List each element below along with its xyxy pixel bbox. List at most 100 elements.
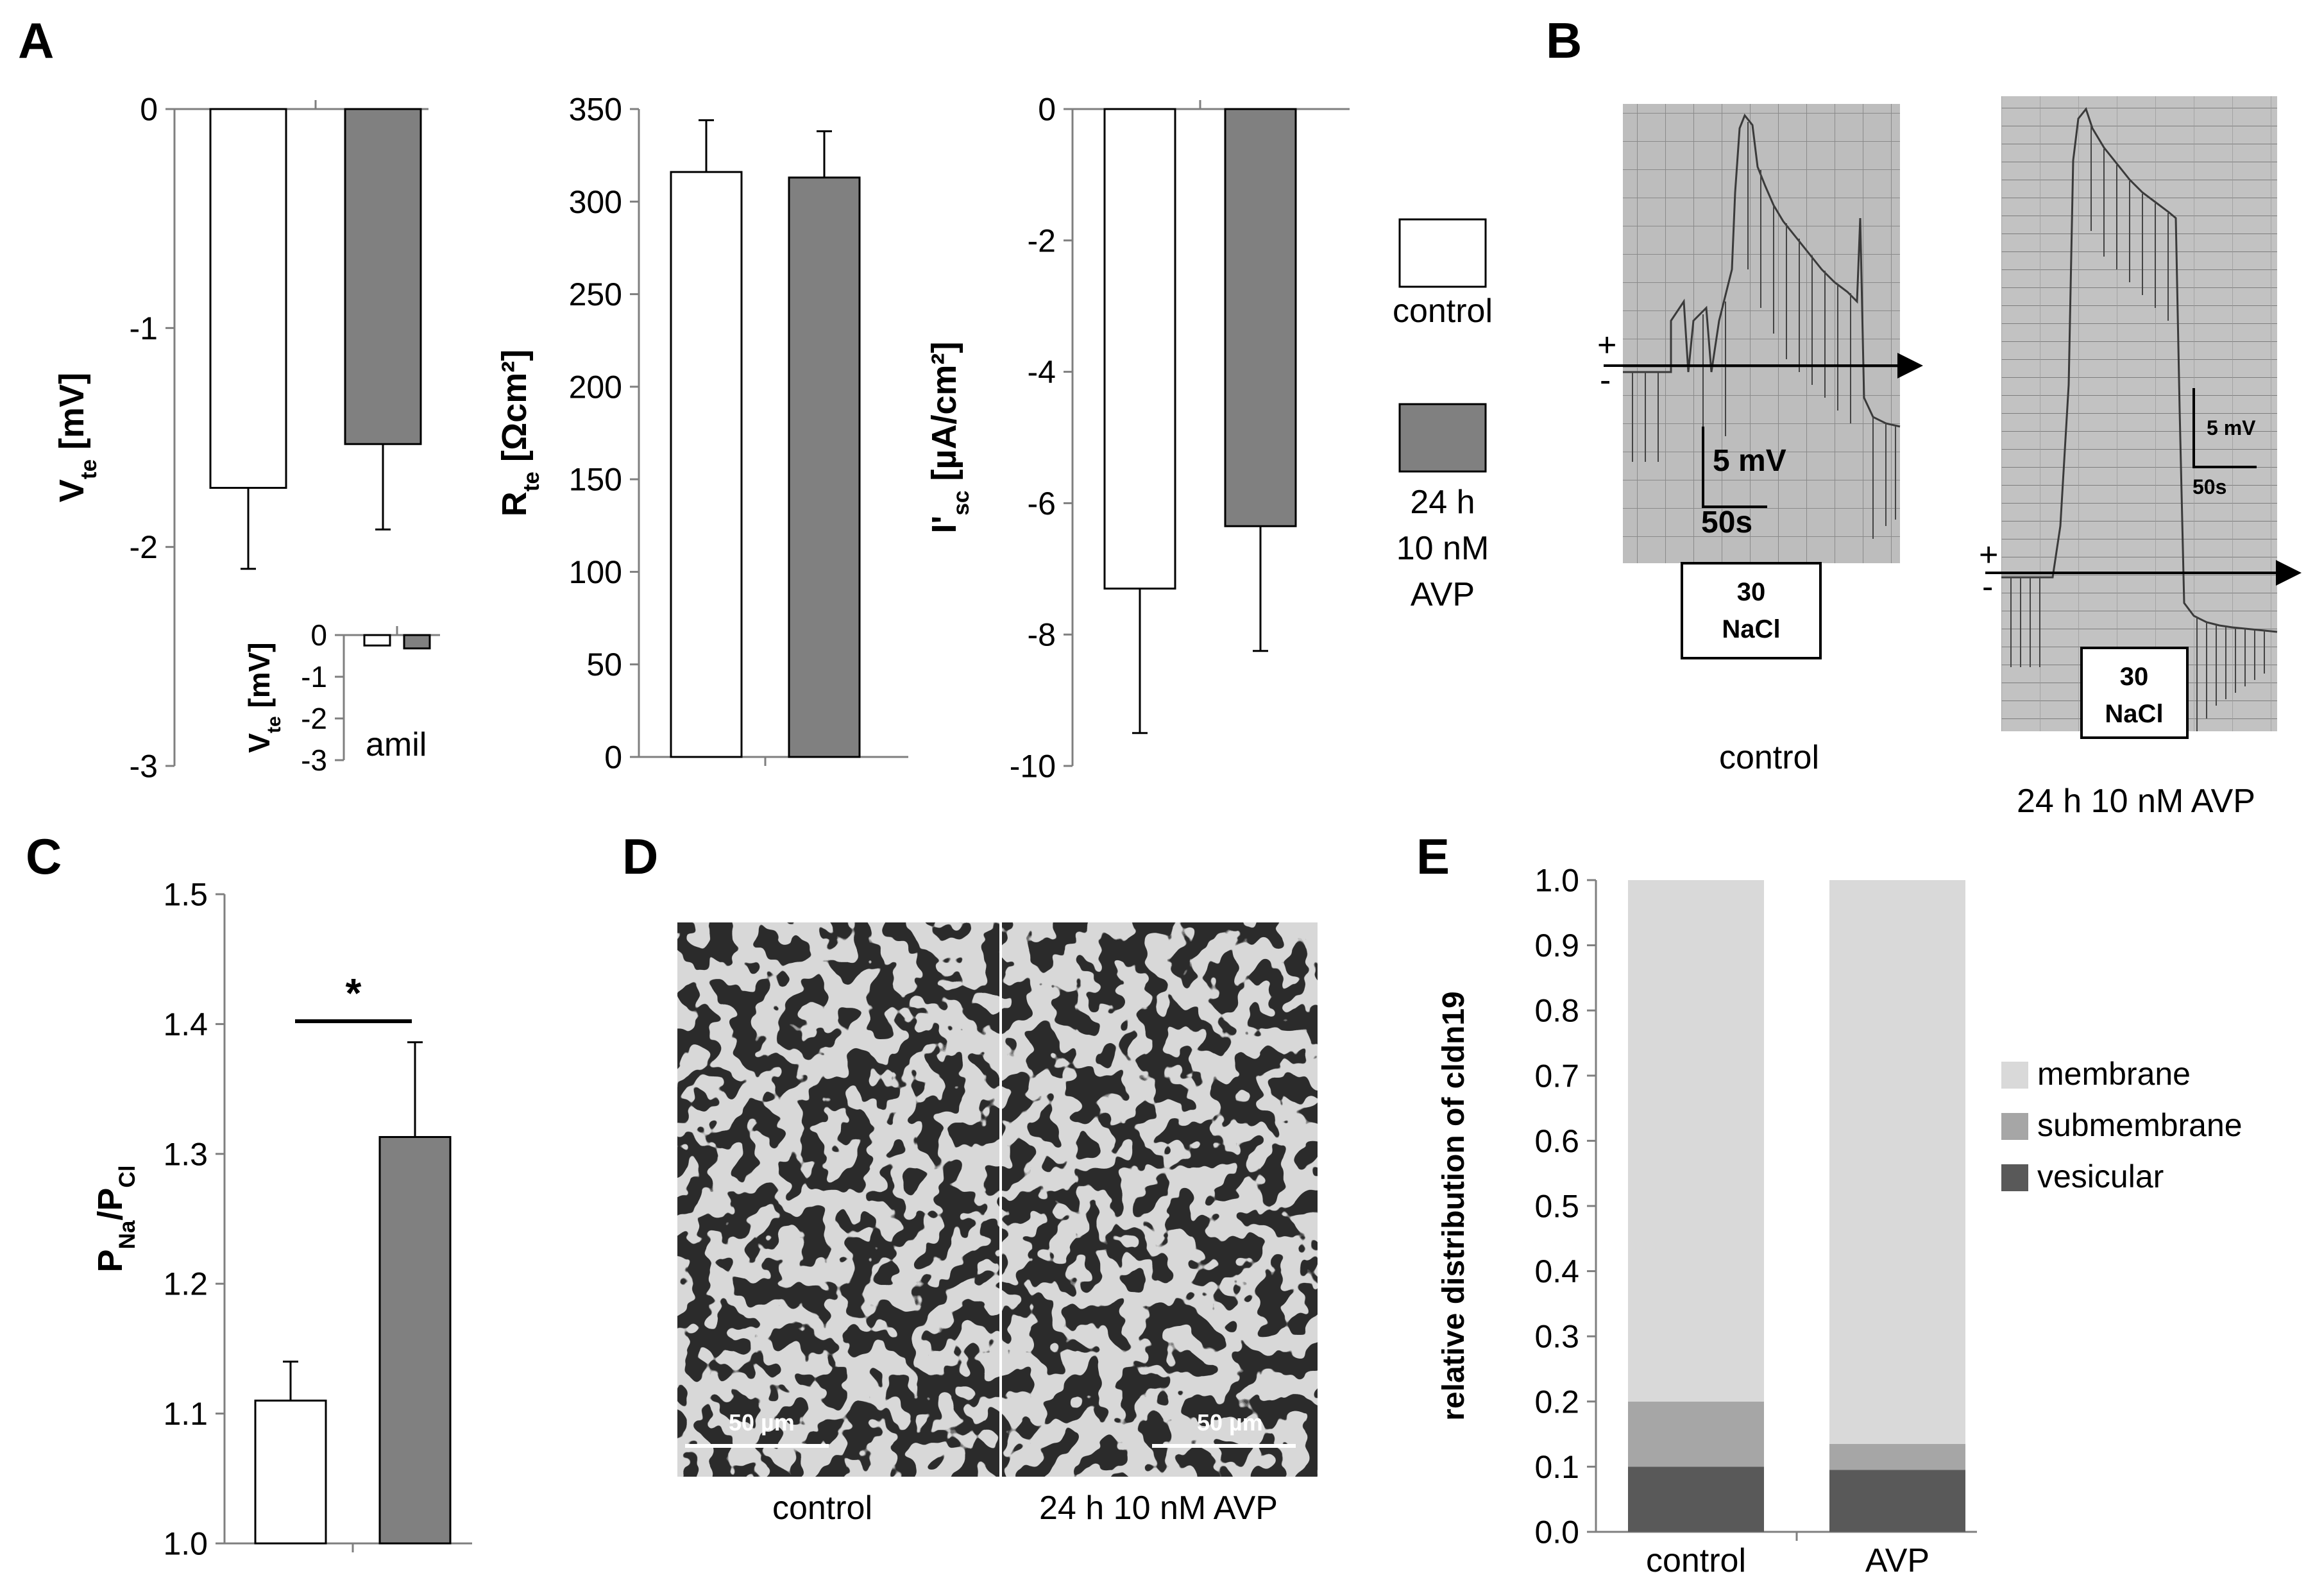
- y-tick-label: 0.7: [1534, 1058, 1579, 1094]
- bar-submembrane: [1829, 1443, 1965, 1470]
- y-tick-label: 1.4: [163, 1006, 208, 1042]
- y-axis-label: I'sc [µA/cm²]: [925, 342, 974, 534]
- legend-a: control 24 h 10 nM AVP: [1393, 218, 1493, 613]
- y-tick-label: 1.1: [163, 1396, 208, 1432]
- legend-label-control: control: [1393, 293, 1493, 330]
- chart-rte: 350 300 250 200 150 100 50 0 Rte [Ωcm²]: [495, 92, 908, 776]
- scale-t-avp: 50s: [2192, 475, 2226, 498]
- y-tick-label: 0: [604, 740, 622, 776]
- plus-sign-control: +: [1597, 327, 1616, 364]
- legend-label-avp-1: 24 h: [1410, 484, 1475, 521]
- y-tick-label: 1.5: [163, 877, 208, 913]
- scale-v-control: 5 mV: [1713, 444, 1786, 478]
- legend-label-avp-3: AVP: [1411, 576, 1475, 613]
- y-axis-label: Vte [mV]: [242, 642, 285, 752]
- stimulus-label-avp-1: 30: [2120, 663, 2149, 691]
- y-tick-label: 0.4: [1534, 1253, 1579, 1289]
- scalebar-label-left: 50 µm: [729, 1409, 795, 1436]
- y-tick-label: 250: [569, 276, 622, 312]
- stimulus-box-avp: [2080, 647, 2189, 739]
- legend-swatch-control: [1398, 218, 1487, 288]
- y-tick-label: 0.2: [1534, 1384, 1579, 1420]
- x-tick-label: AVP: [1865, 1542, 1929, 1579]
- scale-bar-avp: [2192, 388, 2257, 468]
- panel-label-c: C: [26, 828, 62, 885]
- y-axis-label: Vte [mV]: [53, 373, 101, 502]
- y-tick-label: -2: [1028, 223, 1056, 259]
- panel-label-b: B: [1546, 12, 1582, 69]
- plus-sign-avp: +: [1979, 536, 1998, 573]
- bar-avp: [1224, 108, 1297, 527]
- y-tick-label: 1.3: [163, 1136, 208, 1172]
- y-axis-label: PNa/PCl: [91, 1166, 140, 1273]
- y-tick-label: 0: [140, 92, 158, 128]
- legend-swatch-vesicular: [2001, 1164, 2028, 1191]
- y-tick-label: -4: [1028, 354, 1056, 390]
- y-tick-label: 100: [569, 554, 622, 590]
- y-tick-label: 1.0: [163, 1526, 208, 1562]
- chart-cldn19-distribution: 1.0 0.9 0.8 0.7 0.6 0.5 0.4 0.3 0.2 0.1 0.0 relativ…: [1437, 863, 2243, 1580]
- bar-avp: [403, 634, 431, 650]
- y-tick-label: 0.1: [1534, 1449, 1579, 1485]
- inset-annotation: amil: [366, 726, 427, 763]
- y-tick-label: -6: [1028, 486, 1056, 522]
- stimulus-label-control-1: 30: [1737, 578, 1766, 606]
- legend-label-membrane: membrane: [2037, 1056, 2191, 1092]
- chart-vte: 0 -1 -2 -3 Vte [mV]: [53, 92, 428, 785]
- y-tick-label: 150: [569, 462, 622, 498]
- stimulus-label-avp-2: NaCl: [2105, 700, 2163, 728]
- y-tick-label: 0: [310, 618, 327, 652]
- scale-t-control: 50s: [1701, 505, 1752, 539]
- y-axis-label: relative distribution of cldn19: [1437, 991, 1471, 1420]
- caption-b-avp: 24 h 10 nM AVP: [2017, 783, 2255, 820]
- caption-b-control: control: [1719, 739, 1819, 776]
- chart-paper-avp: [2001, 96, 2277, 731]
- bar-vesicular: [1829, 1470, 1965, 1532]
- bar-submembrane: [1628, 1401, 1764, 1467]
- bar-avp: [788, 176, 861, 758]
- y-tick-label: 300: [569, 184, 622, 220]
- y-tick-label: 0.6: [1534, 1123, 1579, 1159]
- stimulus-box-control: [1681, 562, 1822, 659]
- scalebar-label-right: 50 µm: [1197, 1409, 1263, 1436]
- y-tick-label: 0.0: [1534, 1515, 1579, 1550]
- y-tick-label: -2: [301, 702, 327, 735]
- y-tick-label: -10: [1010, 749, 1056, 785]
- y-tick-label: 350: [569, 92, 622, 128]
- legend-label-vesicular: vesicular: [2037, 1159, 2164, 1194]
- y-tick-label: 50: [586, 647, 622, 683]
- chart-vte-amil-inset: 0 -1 -2 -3 Vte [mV] amil: [242, 618, 440, 777]
- panel-label-a: A: [18, 12, 54, 69]
- scale-v-avp: 5 mV: [2207, 416, 2256, 439]
- bar-control: [1103, 108, 1176, 590]
- y-tick-label: 200: [569, 369, 622, 405]
- bar-control: [254, 1399, 327, 1545]
- minus-sign-control: -: [1600, 362, 1611, 399]
- legend-label-avp-2: 10 nM: [1396, 530, 1489, 567]
- x-tick-label: control: [1646, 1542, 1746, 1579]
- panel-label-d: D: [622, 828, 658, 885]
- y-tick-label: 0.8: [1534, 993, 1579, 1029]
- y-axis-label: Rte [Ωcm²]: [495, 350, 544, 517]
- bar-control: [363, 634, 391, 647]
- y-tick-label: -2: [130, 529, 158, 565]
- panel-label-e: E: [1416, 828, 1450, 885]
- y-tick-label: -1: [130, 310, 158, 346]
- stimulus-label-control-2: NaCl: [1722, 615, 1780, 643]
- bar-avp: [344, 108, 422, 445]
- scale-bar-control: [1702, 427, 1767, 508]
- y-tick-label: 1.2: [163, 1266, 208, 1302]
- y-tick-label: -3: [301, 743, 327, 777]
- y-tick-label: -1: [301, 660, 327, 693]
- y-tick-label: -3: [130, 749, 158, 785]
- bar-membrane: [1829, 880, 1965, 1444]
- chart-pna-pcl: 1.5 1.4 1.3 1.2 1.1 1.0 PNa/PCl *: [91, 877, 472, 1562]
- chart-isc: 0 -2 -4 -6 -8 -10 I'sc [µA/cm²]: [925, 92, 1350, 785]
- legend-label-submembrane: submembrane: [2037, 1107, 2243, 1143]
- micrograph-panel: 50 µm 50 µm control 24 h 10 nM AVP: [677, 922, 1318, 1527]
- y-tick-label: -8: [1028, 617, 1056, 653]
- y-tick-label: 1.0: [1534, 863, 1579, 899]
- bar-avp: [378, 1135, 452, 1545]
- bar-vesicular: [1628, 1466, 1764, 1532]
